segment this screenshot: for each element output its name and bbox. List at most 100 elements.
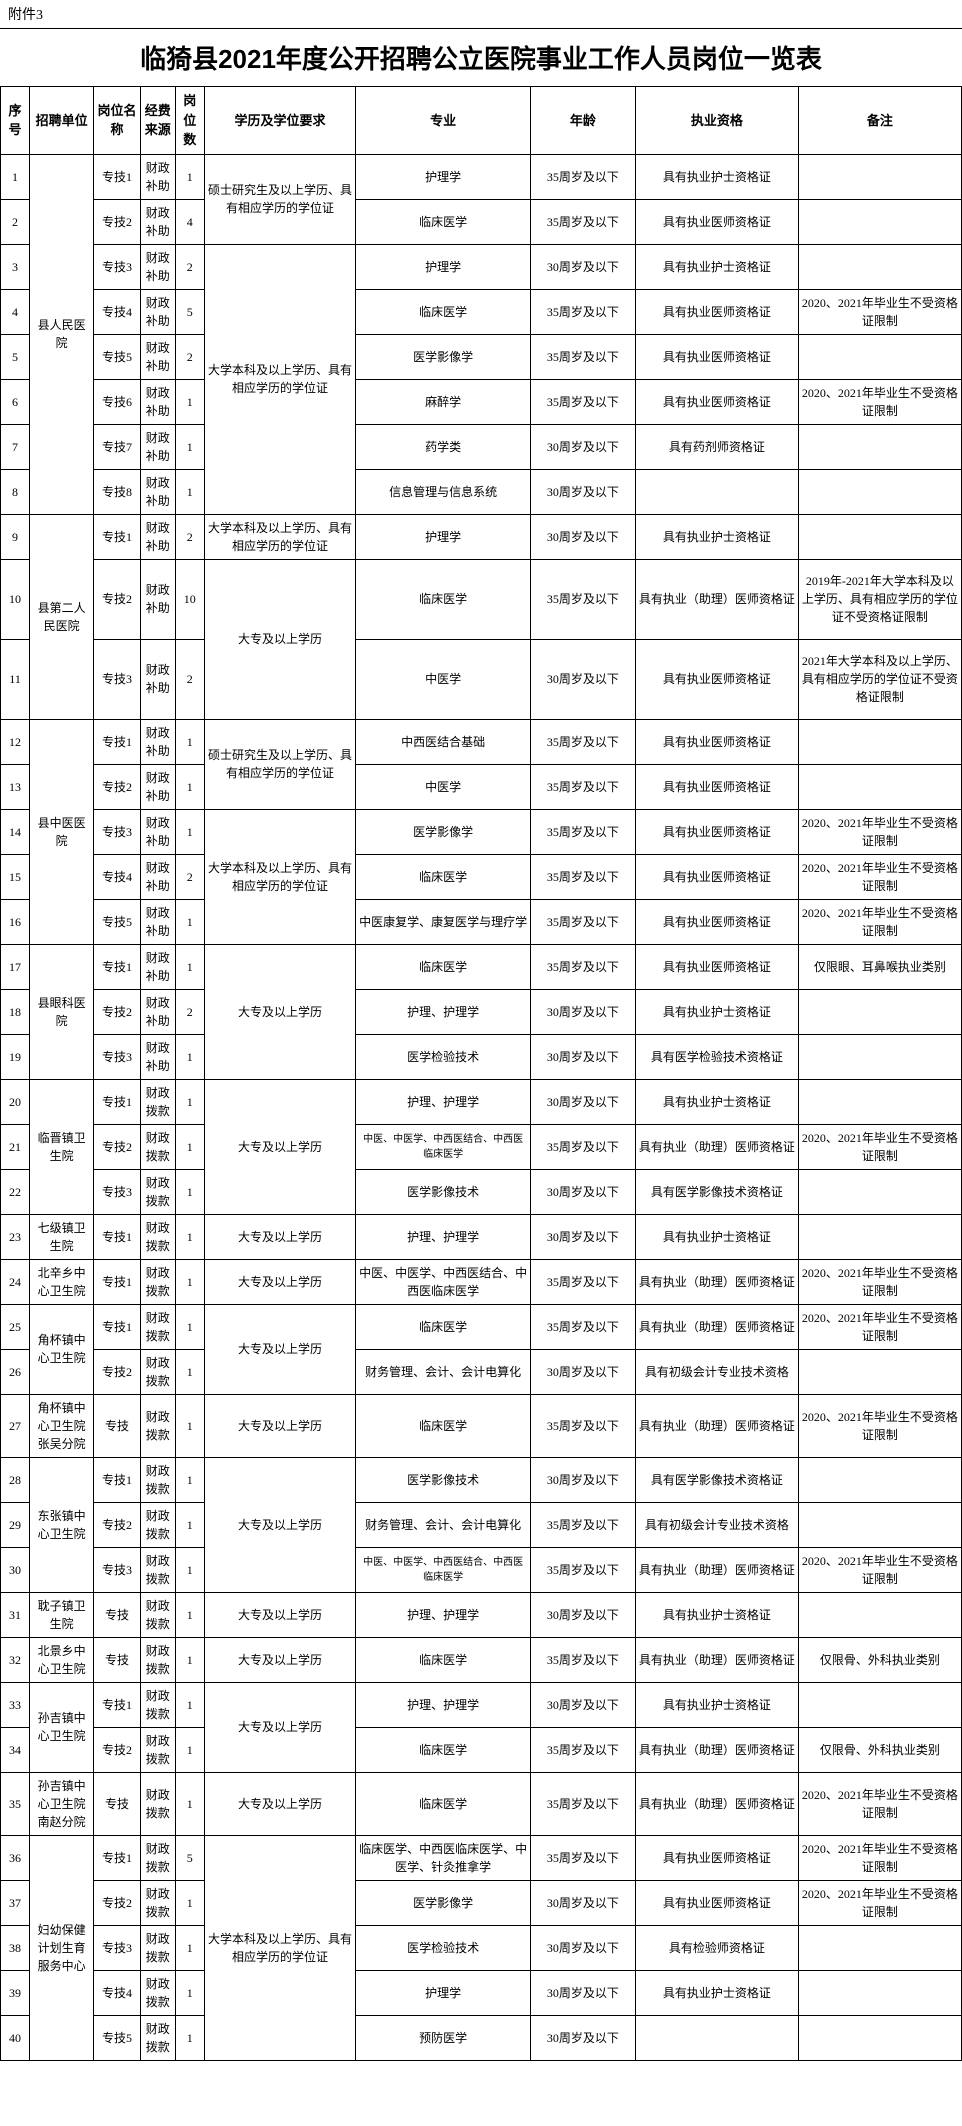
cell-post: 专技 bbox=[94, 1637, 141, 1682]
cell-edu: 大专及以上学历 bbox=[204, 1214, 355, 1259]
table-row: 18 专技2 财政补助 2 护理、护理学 30周岁及以下 具有执业护士资格证 bbox=[1, 989, 962, 1034]
cell-remark bbox=[798, 1457, 961, 1502]
cell-num: 1 bbox=[175, 1727, 204, 1772]
cell-major: 临床医学 bbox=[356, 289, 531, 334]
cell-fund: 财政补助 bbox=[140, 469, 175, 514]
cell-num: 1 bbox=[175, 1925, 204, 1970]
cell-remark: 2020、2021年毕业生不受资格证限制 bbox=[798, 1772, 961, 1835]
cell-num: 1 bbox=[175, 1970, 204, 2015]
table-row: 13 专技2 财政补助 1 中医学 35周岁及以下 具有执业医师资格证 bbox=[1, 764, 962, 809]
th-seq: 序号 bbox=[1, 87, 30, 155]
th-post: 岗位名称 bbox=[94, 87, 141, 155]
cell-age: 30周岁及以下 bbox=[530, 1457, 635, 1502]
cell-post: 专技1 bbox=[94, 1682, 141, 1727]
cell-seq: 38 bbox=[1, 1925, 30, 1970]
cell-qual: 具有执业护士资格证 bbox=[635, 1079, 798, 1124]
th-major: 专业 bbox=[356, 87, 531, 155]
cell-seq: 23 bbox=[1, 1214, 30, 1259]
cell-num: 1 bbox=[175, 1394, 204, 1457]
table-row: 10 专技2 财政补助 10 大专及以上学历 临床医学 35周岁及以下 具有执业… bbox=[1, 559, 962, 639]
cell-post: 专技2 bbox=[94, 1349, 141, 1394]
cell-post: 专技5 bbox=[94, 2015, 141, 2060]
cell-age: 30周岁及以下 bbox=[530, 469, 635, 514]
cell-qual: 具有执业护士资格证 bbox=[635, 244, 798, 289]
cell-remark bbox=[798, 1214, 961, 1259]
cell-age: 30周岁及以下 bbox=[530, 514, 635, 559]
cell-remark bbox=[798, 719, 961, 764]
cell-age: 35周岁及以下 bbox=[530, 1772, 635, 1835]
cell-remark bbox=[798, 469, 961, 514]
cell-fund: 财政补助 bbox=[140, 639, 175, 719]
cell-seq: 5 bbox=[1, 334, 30, 379]
cell-major: 医学影像学 bbox=[356, 334, 531, 379]
table-row: 24 北辛乡中心卫生院 专技1 财政拨款 1 大专及以上学历 中医、中医学、中西… bbox=[1, 1259, 962, 1304]
cell-age: 35周岁及以下 bbox=[530, 1502, 635, 1547]
cell-num: 1 bbox=[175, 1682, 204, 1727]
cell-remark bbox=[798, 199, 961, 244]
cell-post: 专技1 bbox=[94, 1835, 141, 1880]
cell-major: 临床医学 bbox=[356, 559, 531, 639]
cell-num: 1 bbox=[175, 1880, 204, 1925]
cell-qual: 具有执业医师资格证 bbox=[635, 1880, 798, 1925]
cell-edu: 大学本科及以上学历、具有相应学历的学位证 bbox=[204, 514, 355, 559]
cell-post: 专技4 bbox=[94, 1970, 141, 2015]
cell-qual: 具有执业医师资格证 bbox=[635, 854, 798, 899]
cell-remark bbox=[798, 1925, 961, 1970]
cell-unit: 角杯镇中心卫生院张吴分院 bbox=[30, 1394, 94, 1457]
table-row: 33 孙吉镇中心卫生院 专技1 财政拨款 1 大专及以上学历 护理、护理学 30… bbox=[1, 1682, 962, 1727]
cell-edu: 大专及以上学历 bbox=[204, 1259, 355, 1304]
cell-fund: 财政拨款 bbox=[140, 1169, 175, 1214]
cell-num: 1 bbox=[175, 154, 204, 199]
th-age: 年龄 bbox=[530, 87, 635, 155]
cell-remark: 2020、2021年毕业生不受资格证限制 bbox=[798, 1259, 961, 1304]
cell-qual: 具有执业护士资格证 bbox=[635, 1214, 798, 1259]
cell-fund: 财政补助 bbox=[140, 334, 175, 379]
cell-fund: 财政补助 bbox=[140, 809, 175, 854]
table-row: 9 县第二人民医院 专技1 财政补助 2 大学本科及以上学历、具有相应学历的学位… bbox=[1, 514, 962, 559]
cell-seq: 26 bbox=[1, 1349, 30, 1394]
cell-num: 1 bbox=[175, 1214, 204, 1259]
table-row: 31 耽子镇卫生院 专技 财政拨款 1 大专及以上学历 护理、护理学 30周岁及… bbox=[1, 1592, 962, 1637]
cell-fund: 财政补助 bbox=[140, 899, 175, 944]
cell-edu: 大学本科及以上学历、具有相应学历的学位证 bbox=[204, 809, 355, 944]
th-unit: 招聘单位 bbox=[30, 87, 94, 155]
cell-seq: 7 bbox=[1, 424, 30, 469]
cell-age: 35周岁及以下 bbox=[530, 719, 635, 764]
cell-edu: 大专及以上学历 bbox=[204, 1079, 355, 1214]
cell-qual: 具有执业医师资格证 bbox=[635, 639, 798, 719]
table-row: 28 东张镇中心卫生院 专技1 财政拨款 1 大专及以上学历 医学影像技术 30… bbox=[1, 1457, 962, 1502]
cell-post: 专技1 bbox=[94, 1214, 141, 1259]
cell-qual: 具有执业医师资格证 bbox=[635, 199, 798, 244]
cell-major: 财务管理、会计、会计电算化 bbox=[356, 1502, 531, 1547]
cell-seq: 1 bbox=[1, 154, 30, 199]
cell-edu: 大专及以上学历 bbox=[204, 1304, 355, 1394]
cell-remark: 2020、2021年毕业生不受资格证限制 bbox=[798, 809, 961, 854]
cell-num: 1 bbox=[175, 1124, 204, 1169]
cell-major: 护理、护理学 bbox=[356, 989, 531, 1034]
cell-age: 35周岁及以下 bbox=[530, 809, 635, 854]
cell-qual: 具有执业护士资格证 bbox=[635, 1682, 798, 1727]
th-num: 岗位数 bbox=[175, 87, 204, 155]
cell-edu: 大专及以上学历 bbox=[204, 1772, 355, 1835]
cell-remark: 2020、2021年毕业生不受资格证限制 bbox=[798, 379, 961, 424]
cell-num: 2 bbox=[175, 639, 204, 719]
cell-remark: 2020、2021年毕业生不受资格证限制 bbox=[798, 1304, 961, 1349]
table-row: 17 县眼科医院 专技1 财政补助 1 大专及以上学历 临床医学 35周岁及以下… bbox=[1, 944, 962, 989]
cell-fund: 财政拨款 bbox=[140, 1259, 175, 1304]
cell-major: 医学影像技术 bbox=[356, 1457, 531, 1502]
cell-major: 临床医学 bbox=[356, 199, 531, 244]
cell-age: 35周岁及以下 bbox=[530, 289, 635, 334]
cell-major: 中医学 bbox=[356, 639, 531, 719]
cell-fund: 财政拨款 bbox=[140, 1457, 175, 1502]
cell-num: 10 bbox=[175, 559, 204, 639]
job-table: 序号 招聘单位 岗位名称 经费来源 岗位数 学历及学位要求 专业 年龄 执业资格… bbox=[0, 86, 962, 2061]
cell-post: 专技3 bbox=[94, 244, 141, 289]
cell-seq: 17 bbox=[1, 944, 30, 989]
cell-num: 1 bbox=[175, 1034, 204, 1079]
cell-major: 医学影像学 bbox=[356, 1880, 531, 1925]
th-qual: 执业资格 bbox=[635, 87, 798, 155]
cell-major: 护理、护理学 bbox=[356, 1592, 531, 1637]
cell-num: 1 bbox=[175, 1502, 204, 1547]
cell-num: 1 bbox=[175, 719, 204, 764]
table-row: 15 专技4 财政补助 2 临床医学 35周岁及以下 具有执业医师资格证 202… bbox=[1, 854, 962, 899]
